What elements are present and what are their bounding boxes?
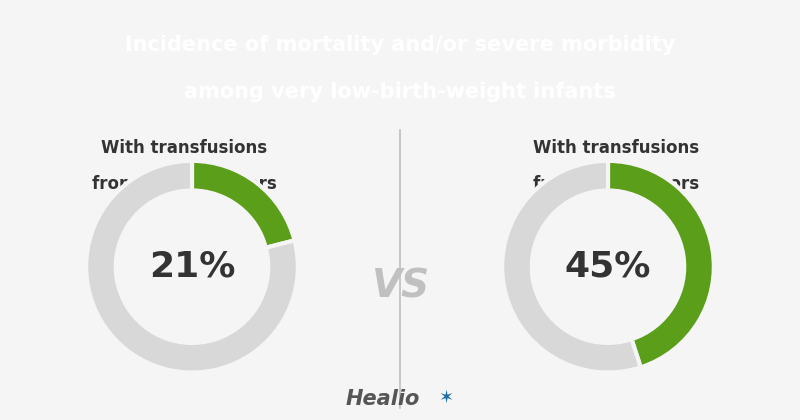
Wedge shape: [86, 161, 298, 373]
Text: among very low-birth-weight infants: among very low-birth-weight infants: [184, 82, 616, 102]
Text: ✶: ✶: [439, 389, 454, 407]
Text: VS: VS: [371, 268, 429, 306]
Text: 21%: 21%: [149, 250, 235, 284]
Text: With transfusions: With transfusions: [101, 139, 267, 157]
Wedge shape: [502, 161, 641, 373]
Text: from female donors: from female donors: [92, 175, 276, 193]
Text: Incidence of mortality and/or severe morbidity: Incidence of mortality and/or severe mor…: [125, 35, 675, 55]
Text: With transfusions: With transfusions: [533, 139, 699, 157]
Text: from male donors: from male donors: [533, 175, 699, 193]
Text: 45%: 45%: [565, 250, 651, 284]
Text: Healio: Healio: [346, 389, 419, 409]
Wedge shape: [608, 161, 714, 368]
Wedge shape: [192, 161, 294, 248]
